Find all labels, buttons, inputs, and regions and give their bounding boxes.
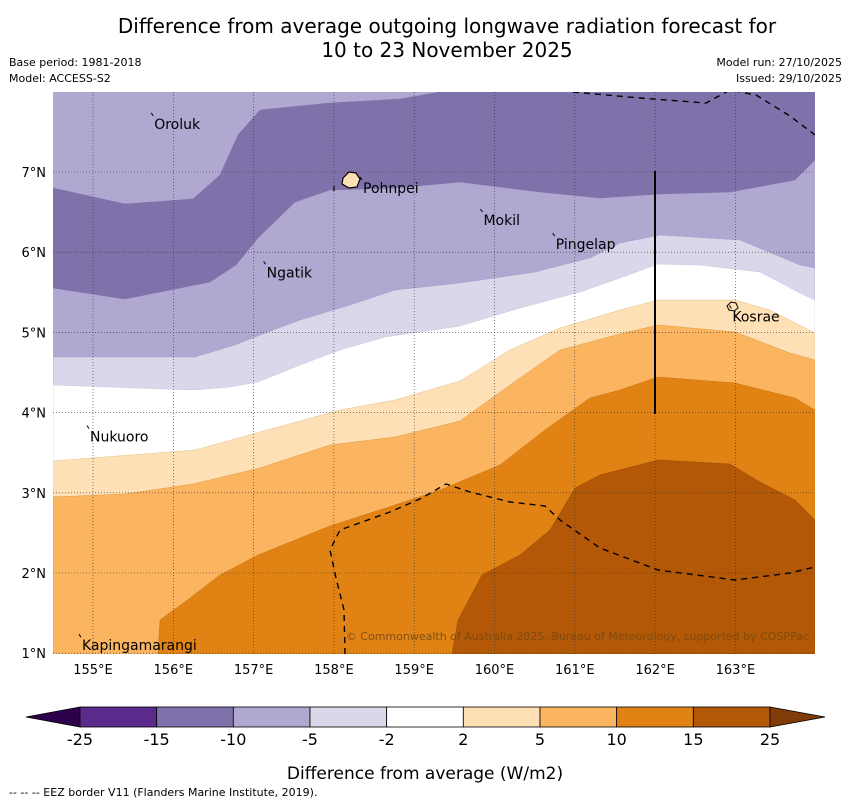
place-marker <box>480 208 483 213</box>
colorbar-tick-label: -25 <box>67 730 93 749</box>
place-marker <box>552 232 556 237</box>
pohnpei-island <box>341 171 361 189</box>
place-label-kosrae: Kosrae <box>732 309 779 325</box>
chart-title: Difference from average outgoing longwav… <box>0 14 850 62</box>
place-label-oroluk: Oroluk <box>154 117 201 133</box>
meta-left: Base period: 1981-2018 Model: ACCESS-S2 <box>9 55 141 87</box>
lon-tick-label: 163°E <box>716 663 756 678</box>
place-marker <box>359 176 363 181</box>
eez-borders <box>329 92 815 654</box>
model-run: Model run: 27/10/2025 <box>716 56 842 69</box>
place-marker <box>263 260 267 265</box>
lon-tick-label: 159°E <box>394 663 434 678</box>
place-marker <box>78 633 82 638</box>
place-label-pingelap: Pingelap <box>556 237 616 253</box>
lon-tick-label: 162°E <box>635 663 675 678</box>
colorbar-segment <box>616 706 694 728</box>
title-line-1: Difference from average outgoing longwav… <box>117 14 777 38</box>
islands <box>333 171 739 312</box>
band-minus15-minus10 <box>53 92 815 300</box>
place-label-nukuoro: Nukuoro <box>90 430 148 446</box>
colorbar-segment <box>232 706 311 728</box>
title-line-2: 10 to 23 November 2025 <box>321 38 573 62</box>
colorbar-tick-label: 25 <box>760 730 780 749</box>
lat-tick-label: 6°N <box>22 246 47 261</box>
lon-tick-label: 156°E <box>154 663 194 678</box>
base-period: Base period: 1981-2018 <box>9 56 142 69</box>
place-label-pohnpei: Pohnpei <box>363 181 419 197</box>
colorbar: -25 -15 -10 -5 -2 2 5 10 15 25 <box>25 706 826 749</box>
colorbar-tick-label: 15 <box>683 730 703 749</box>
lat-tick-label: 4°N <box>22 407 47 422</box>
colorbar-label: Difference from average (W/m2) <box>286 764 564 784</box>
axis-labels: 155°E 156°E 157°E 158°E 159°E 160°E 161°E 162°E… <box>22 166 756 678</box>
lat-tick-label: 5°N <box>22 326 47 341</box>
colorbar-segment <box>386 706 464 728</box>
lon-tick-label: 161°E <box>555 663 595 678</box>
colorbar-tick-label: -2 <box>379 730 395 749</box>
colorbar-segment <box>309 706 388 728</box>
graticule <box>53 92 815 654</box>
colorbar-segment <box>539 706 618 728</box>
lon-tick-label: 155°E <box>73 663 113 678</box>
lon-tick-label: 158°E <box>314 663 354 678</box>
colorbar-segment <box>156 706 234 728</box>
place-label-ngatik: Ngatik <box>267 265 313 281</box>
colorbar-tick-label: -10 <box>220 730 246 749</box>
place-marker <box>86 425 90 429</box>
band-plus15-plus25 <box>451 459 815 654</box>
issued-date: Issued: 29/10/2025 <box>735 72 842 85</box>
lon-tick-label: 157°E <box>234 663 274 678</box>
lat-tick-label: 7°N <box>22 166 47 181</box>
colorbar-tick-label: 10 <box>606 730 626 749</box>
colorbar-tick-label: -15 <box>144 730 170 749</box>
place-label-kapingamarangi: Kapingamarangi <box>82 638 197 654</box>
place-marker <box>728 305 732 309</box>
kosrae-island <box>726 301 739 312</box>
colorbar-tick-label: 5 <box>535 730 545 749</box>
model-name: Model: ACCESS-S2 <box>9 72 111 85</box>
place-label-mokil: Mokil <box>483 213 520 229</box>
place-marker <box>150 112 154 117</box>
footnote: -- -- -- EEZ border V11 (Flanders Marine… <box>9 786 318 799</box>
colorbar-tick-label: 2 <box>458 730 468 749</box>
colorbar-segment <box>79 706 158 728</box>
eez-border-south <box>329 483 815 654</box>
lon-tick-label: 160°E <box>475 663 515 678</box>
copyright-notice: © Commonwealth of Australia 2025, Bureau… <box>346 630 809 643</box>
eez-border-north <box>572 92 815 136</box>
lat-tick-label: 3°N <box>22 487 47 502</box>
map-area <box>53 92 815 654</box>
meta-right: Model run: 27/10/2025 Issued: 29/10/2025 <box>716 55 842 87</box>
colorbar-tick-label: -5 <box>302 730 318 749</box>
lat-tick-label: 1°N <box>22 647 47 662</box>
colorbar-segment <box>692 706 771 728</box>
colorbar-segment <box>462 706 541 728</box>
colorbar-high-extension <box>769 706 826 728</box>
lat-tick-label: 2°N <box>22 567 47 582</box>
colorbar-low-extension <box>25 706 81 728</box>
place-labels: Oroluk Pohnpei Mokil Pingelap Ngatik Kosrae Nu… <box>78 112 780 654</box>
